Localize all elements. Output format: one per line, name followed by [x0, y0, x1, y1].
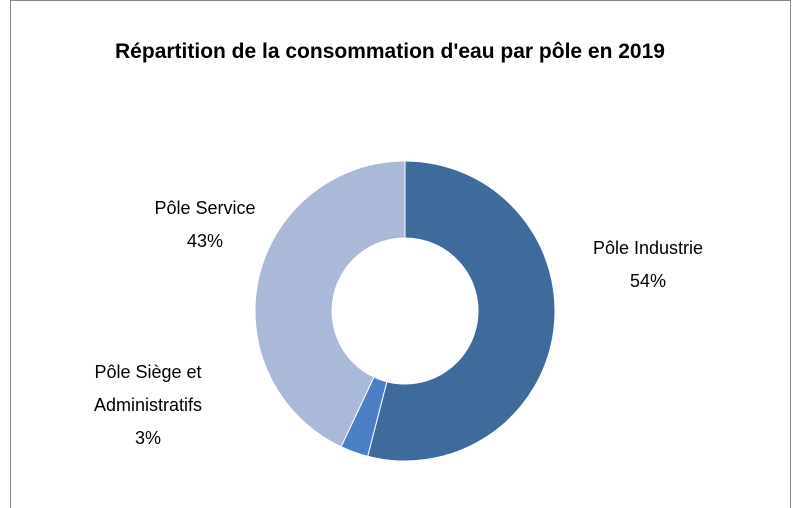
- data-label: Pôle Industrie 54%: [578, 232, 718, 298]
- chart-border: [10, 0, 791, 508]
- data-label: Pôle Siège et Administratifs 3%: [78, 356, 218, 455]
- category-label: Pôle Industrie: [592, 238, 704, 258]
- category-label: Pôle Service: [154, 198, 256, 218]
- value-label: 3%: [134, 428, 161, 448]
- value-label: 43%: [186, 231, 224, 251]
- donut-slice: [367, 160, 556, 462]
- category-label: Pôle Siège et Administratifs: [93, 362, 203, 415]
- value-label: 54%: [629, 271, 667, 291]
- chart-title: Répartition de la consommation d'eau par…: [115, 40, 665, 63]
- data-label: Pôle Service 43%: [125, 192, 285, 258]
- donut-slice: [254, 160, 406, 448]
